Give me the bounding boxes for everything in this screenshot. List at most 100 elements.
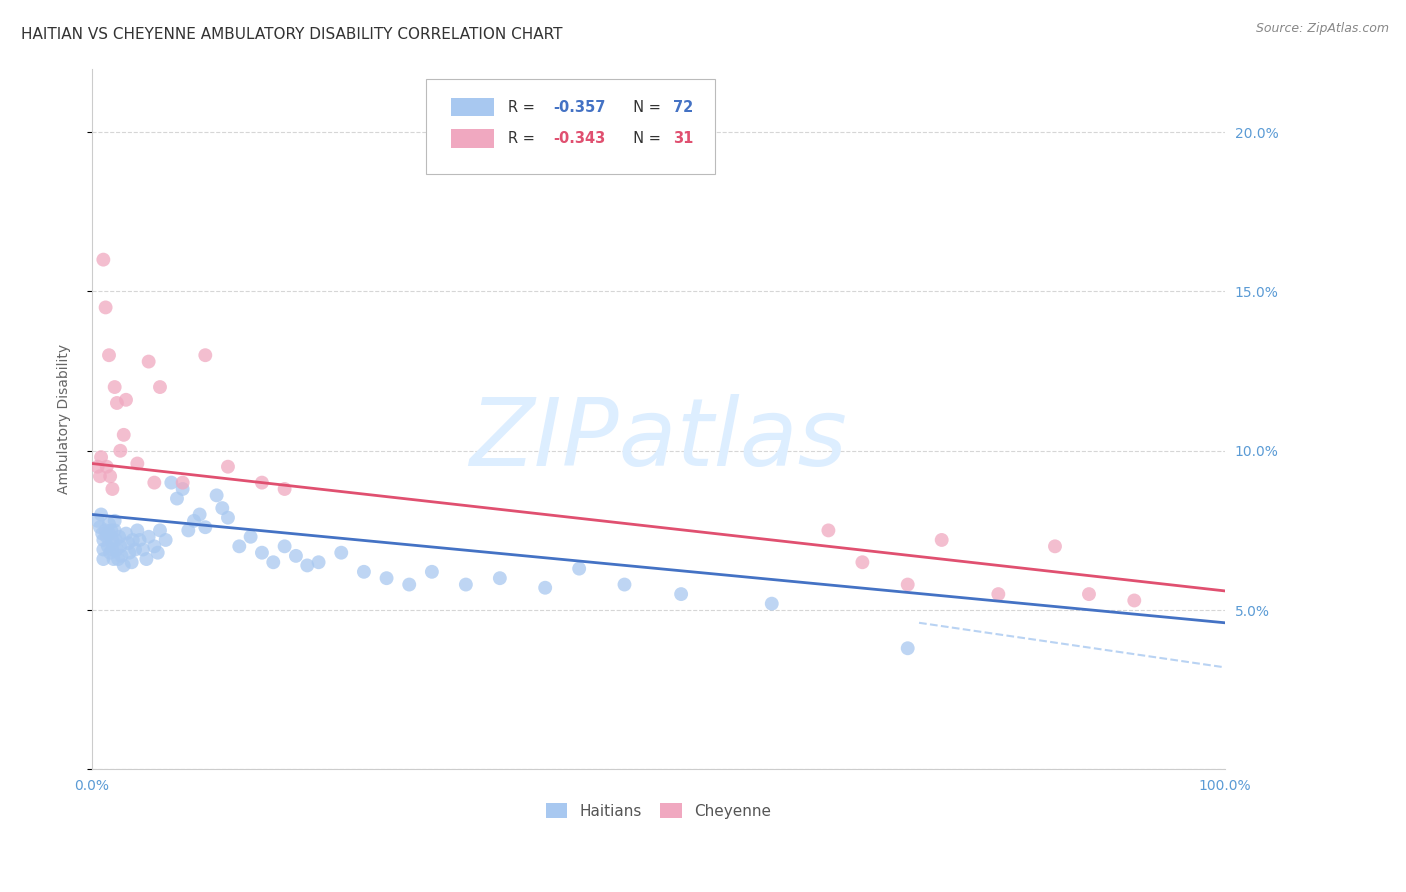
- Point: [107, 552, 129, 566]
- Point: [101, 533, 124, 547]
- Point: [121, 555, 143, 569]
- Point: [115, 526, 138, 541]
- Point: [172, 475, 194, 490]
- Point: [101, 482, 124, 496]
- Point: [132, 542, 155, 557]
- Point: [96, 459, 118, 474]
- Point: [761, 597, 783, 611]
- Point: [194, 520, 217, 534]
- Point: [155, 533, 177, 547]
- FancyBboxPatch shape: [426, 79, 716, 174]
- Point: [104, 380, 127, 394]
- Point: [118, 546, 141, 560]
- Point: [568, 561, 591, 575]
- Point: [273, 539, 295, 553]
- Point: [104, 533, 127, 547]
- Point: [101, 542, 124, 557]
- Point: [1123, 593, 1146, 607]
- Point: [91, 526, 114, 541]
- Point: [146, 546, 169, 560]
- Point: [97, 539, 120, 553]
- Point: [160, 475, 183, 490]
- Point: [931, 533, 953, 547]
- Point: [149, 524, 172, 538]
- Point: [93, 252, 115, 267]
- Point: [1043, 539, 1066, 553]
- Point: [613, 577, 636, 591]
- Point: [110, 549, 132, 563]
- Text: Source: ZipAtlas.com: Source: ZipAtlas.com: [1256, 22, 1389, 36]
- Point: [138, 530, 160, 544]
- Point: [98, 469, 121, 483]
- Point: [239, 530, 262, 544]
- Point: [143, 539, 166, 553]
- Bar: [451, 129, 494, 148]
- Point: [104, 514, 127, 528]
- Point: [98, 516, 121, 531]
- Point: [817, 524, 839, 538]
- Point: [103, 552, 125, 566]
- Point: [273, 482, 295, 496]
- Point: [90, 508, 112, 522]
- Point: [86, 459, 108, 474]
- Text: 31: 31: [673, 131, 693, 146]
- Point: [183, 514, 205, 528]
- Point: [105, 396, 128, 410]
- Point: [205, 488, 228, 502]
- Point: [110, 443, 132, 458]
- Text: R =: R =: [508, 131, 540, 146]
- Point: [124, 542, 146, 557]
- Point: [353, 565, 375, 579]
- Point: [138, 354, 160, 368]
- Point: [250, 546, 273, 560]
- Point: [105, 542, 128, 557]
- Point: [897, 577, 920, 591]
- Bar: [451, 98, 494, 116]
- Point: [93, 533, 115, 547]
- Point: [143, 475, 166, 490]
- Legend: Haitians, Cheyenne: Haitians, Cheyenne: [540, 797, 778, 825]
- Point: [96, 530, 118, 544]
- Point: [135, 552, 157, 566]
- Point: [194, 348, 217, 362]
- Text: HAITIAN VS CHEYENNE AMBULATORY DISABILITY CORRELATION CHART: HAITIAN VS CHEYENNE AMBULATORY DISABILIT…: [21, 27, 562, 42]
- Point: [284, 549, 307, 563]
- Point: [104, 524, 127, 538]
- Point: [188, 508, 211, 522]
- Point: [262, 555, 284, 569]
- Point: [454, 577, 477, 591]
- Point: [93, 552, 115, 566]
- Text: R =: R =: [508, 100, 540, 114]
- Text: N =: N =: [624, 100, 666, 114]
- Point: [375, 571, 398, 585]
- Point: [117, 536, 139, 550]
- Point: [420, 565, 443, 579]
- Point: [127, 457, 149, 471]
- Point: [166, 491, 188, 506]
- Point: [177, 524, 200, 538]
- Point: [127, 524, 149, 538]
- Point: [489, 571, 512, 585]
- Point: [149, 380, 172, 394]
- Point: [250, 475, 273, 490]
- Point: [98, 348, 121, 362]
- Point: [108, 530, 131, 544]
- Text: N =: N =: [624, 131, 666, 146]
- Point: [94, 524, 117, 538]
- Text: -0.343: -0.343: [553, 131, 606, 146]
- Point: [217, 510, 239, 524]
- Point: [94, 301, 117, 315]
- Point: [172, 482, 194, 496]
- Point: [115, 392, 138, 407]
- Point: [897, 641, 920, 656]
- Point: [211, 501, 233, 516]
- Point: [851, 555, 873, 569]
- Text: ZIPatlas: ZIPatlas: [470, 394, 848, 485]
- Text: -0.357: -0.357: [553, 100, 606, 114]
- Point: [1078, 587, 1101, 601]
- Point: [330, 546, 353, 560]
- Point: [297, 558, 319, 573]
- Point: [987, 587, 1010, 601]
- Point: [86, 514, 108, 528]
- Point: [228, 539, 250, 553]
